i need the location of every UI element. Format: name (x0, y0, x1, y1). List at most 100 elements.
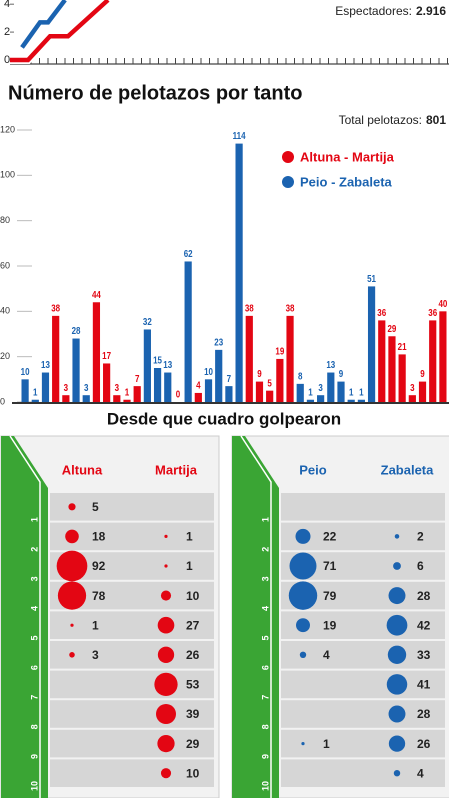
dot (388, 735, 406, 752)
bar (296, 383, 304, 402)
dot-value: 1 (92, 618, 99, 632)
y-tick-label: 100 (0, 170, 15, 180)
column-header: Martija (155, 462, 198, 477)
legend-label: Altuna - Martija (300, 149, 395, 164)
value-label: 1 (125, 387, 129, 398)
row-label: 8 (260, 724, 270, 729)
dot-value: 26 (186, 648, 200, 662)
dot-value: 39 (186, 707, 200, 721)
legend-marker (282, 151, 294, 163)
bar (62, 395, 70, 402)
dot-value: 28 (417, 707, 431, 721)
dot (295, 528, 311, 544)
dot-value: 22 (323, 530, 337, 544)
y-tick-label: 40 (0, 306, 10, 316)
value-label: 17 (102, 350, 111, 361)
decoration (240, 435, 272, 798)
row-label: 10 (260, 781, 270, 791)
value-label: 3 (410, 382, 414, 393)
dot-value: 3 (92, 648, 99, 662)
row-label: 1 (29, 517, 39, 522)
bar (429, 320, 437, 402)
decoration (281, 641, 445, 669)
bar (286, 315, 294, 402)
decoration (50, 611, 214, 639)
dot-value: 2 (417, 530, 424, 544)
dot (160, 590, 172, 601)
value-label: 29 (388, 323, 397, 334)
dot (288, 581, 318, 610)
series-line (20, 0, 67, 49)
dot (386, 674, 408, 695)
bar (347, 399, 355, 402)
dot-value: 28 (417, 589, 431, 603)
bar (276, 358, 284, 402)
bar (184, 261, 192, 402)
dot (156, 704, 176, 724)
y-tick-label: 2 (4, 26, 10, 38)
dot-value: 27 (186, 618, 200, 632)
dot (388, 705, 406, 723)
value-label: 1 (349, 387, 353, 398)
row-label: 7 (29, 695, 39, 700)
value-label: 3 (64, 382, 68, 393)
annotation: Espectadores: 2.916 (335, 4, 446, 18)
row-label: 4 (29, 606, 39, 611)
dot-value: 42 (417, 618, 431, 632)
value-label: 9 (420, 368, 424, 379)
dot-value: 71 (323, 559, 337, 573)
value-label: 9 (339, 368, 343, 379)
dot (65, 529, 79, 544)
y-tick-label: 20 (0, 351, 10, 361)
value-label: 0 (176, 389, 180, 400)
dot-value: 29 (186, 737, 200, 751)
bar (123, 399, 131, 402)
bar (357, 399, 365, 402)
dot-value: 79 (323, 589, 337, 603)
decoration (281, 700, 445, 728)
decoration (1, 436, 48, 798)
dot (394, 534, 400, 539)
value-label: 38 (51, 303, 60, 314)
bar (439, 311, 447, 402)
row-label: 6 (260, 665, 270, 670)
dot (157, 616, 175, 634)
dot (387, 645, 407, 664)
column-header: Peio (299, 462, 327, 477)
y-tick-label: 60 (0, 260, 10, 270)
column-header: Zabaleta (381, 462, 435, 477)
bar (215, 349, 223, 402)
value-label: 13 (326, 359, 335, 370)
value-label: 38 (286, 303, 295, 314)
dot-value: 78 (92, 589, 106, 603)
value-label: 23 (214, 337, 223, 348)
bar (317, 395, 325, 402)
row-label: 5 (260, 636, 270, 641)
column-header: Altuna (62, 462, 103, 477)
bar (52, 315, 60, 402)
dot (160, 768, 172, 779)
decoration (50, 729, 214, 758)
decoration (281, 670, 445, 699)
dot-value: 53 (186, 678, 200, 692)
annotation-value: 2.916 (416, 4, 446, 18)
dot (157, 734, 175, 753)
bar (266, 390, 274, 402)
row-label: 2 (29, 547, 39, 552)
dot (57, 581, 87, 610)
bar (367, 286, 376, 402)
value-label: 3 (115, 382, 119, 393)
row-label: 7 (260, 695, 270, 700)
value-label: 19 (275, 346, 284, 357)
dot-value: 41 (417, 678, 431, 692)
dot (154, 672, 178, 697)
value-label: 1 (359, 387, 363, 398)
dot (164, 564, 168, 568)
decoration (50, 700, 214, 728)
value-label: 36 (377, 307, 386, 318)
value-label: 10 (204, 366, 213, 377)
dot (157, 646, 175, 663)
bar (255, 381, 264, 402)
total: Total pelotazos: 801 (339, 113, 447, 127)
bar (408, 395, 416, 402)
